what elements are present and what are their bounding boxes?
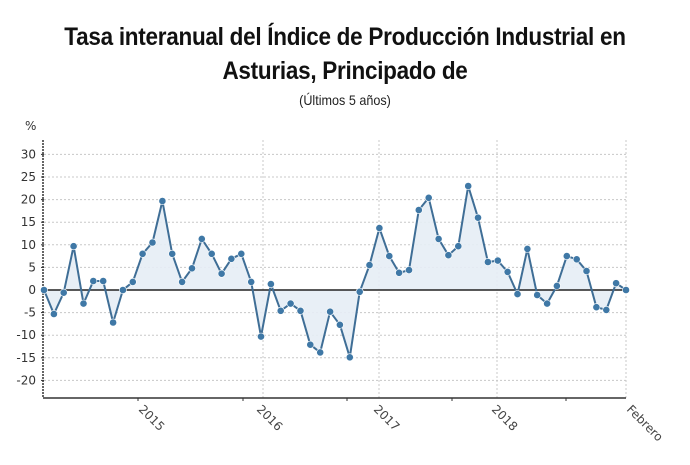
- data-point: [513, 290, 522, 298]
- data-line: [43, 185, 627, 359]
- data-point: [454, 242, 463, 251]
- data-point: [355, 287, 364, 296]
- data-point: [405, 266, 413, 274]
- y-tick-label: -20: [16, 373, 36, 387]
- data-point: [562, 252, 571, 260]
- data-point: [326, 307, 334, 316]
- data-point: [217, 269, 226, 278]
- chart-title-line-2: Asturias, Principado de: [222, 57, 468, 85]
- data-point: [335, 320, 344, 329]
- data-point: [424, 193, 433, 202]
- x-tick-label: 2018: [489, 402, 520, 433]
- data-point: [207, 249, 216, 258]
- x-tick-label: 2017: [371, 402, 402, 433]
- y-tick-label: 30: [21, 147, 36, 161]
- data-point: [365, 261, 374, 269]
- x-tick-label: 2015: [136, 402, 167, 433]
- data-point: [395, 268, 403, 277]
- data-point: [227, 254, 236, 263]
- data-point: [592, 303, 601, 312]
- data-point: [50, 310, 58, 318]
- data-point: [503, 267, 512, 276]
- y-tick-label: 0: [28, 283, 36, 297]
- data-point: [306, 340, 315, 349]
- gridlines: [44, 140, 627, 398]
- data-point: [286, 299, 295, 308]
- y-tick-label: 15: [21, 215, 36, 229]
- data-point: [89, 277, 98, 285]
- chart-title-line-1: Tasa interanual del Índice de Producción…: [64, 23, 626, 51]
- data-point: [464, 182, 473, 190]
- data-point: [375, 224, 384, 232]
- x-tick-label: 2016: [254, 402, 285, 433]
- data-point: [543, 299, 551, 308]
- data-point: [533, 291, 542, 299]
- area-fill: [44, 186, 626, 358]
- y-tick-label: 20: [21, 193, 36, 207]
- data-point: [572, 255, 581, 264]
- y-tick-label: -10: [16, 328, 36, 342]
- x-axis: 2015 2016 2017 2018 Febrero: [43, 397, 666, 444]
- data-point: [316, 348, 325, 357]
- data-point: [178, 277, 186, 286]
- y-tick-label: 25: [21, 170, 36, 184]
- data-point: [444, 251, 453, 260]
- y-axis-unit-label: %: [25, 119, 36, 133]
- data-point: [69, 242, 78, 251]
- data-point: [188, 264, 196, 273]
- data-point: [385, 252, 394, 260]
- data-point: [128, 277, 137, 286]
- data-point: [276, 306, 285, 315]
- data-point: [483, 258, 492, 266]
- data-markers: [40, 182, 630, 362]
- data-point: [79, 299, 88, 308]
- y-tick-label: -15: [16, 351, 36, 365]
- data-point: [237, 249, 246, 258]
- data-point: [158, 197, 167, 205]
- data-point: [257, 332, 265, 341]
- data-point: [602, 305, 611, 314]
- x-tick-label: Febrero: [624, 402, 666, 444]
- data-point: [296, 306, 305, 315]
- data-point: [434, 234, 443, 243]
- data-point: [148, 238, 157, 247]
- data-point: [109, 318, 117, 327]
- data-point: [474, 213, 482, 222]
- y-tick-label: 10: [21, 238, 36, 252]
- data-point: [197, 234, 206, 243]
- data-point: [247, 277, 256, 286]
- data-point: [582, 267, 591, 275]
- data-point: [493, 256, 502, 265]
- y-axis: 30 25 20 15 10 5 0 -5 -10 -15 -20: [16, 140, 44, 398]
- data-point: [168, 249, 177, 258]
- data-point: [119, 286, 127, 294]
- data-point: [612, 279, 620, 288]
- data-point: [622, 286, 630, 294]
- y-tick-label: -5: [24, 306, 36, 320]
- chart-subtitle: (Últimos 5 años): [299, 92, 391, 108]
- data-point: [40, 286, 48, 294]
- data-point: [138, 249, 147, 258]
- y-tick-label: 5: [28, 260, 36, 274]
- data-point: [345, 353, 354, 362]
- data-point: [414, 206, 423, 214]
- data-point: [553, 281, 561, 290]
- data-point: [59, 288, 68, 297]
- data-point: [523, 244, 532, 253]
- data-point: [266, 280, 275, 288]
- data-point: [99, 277, 108, 285]
- chart-title: Tasa interanual del Índice de Producción…: [35, 20, 656, 88]
